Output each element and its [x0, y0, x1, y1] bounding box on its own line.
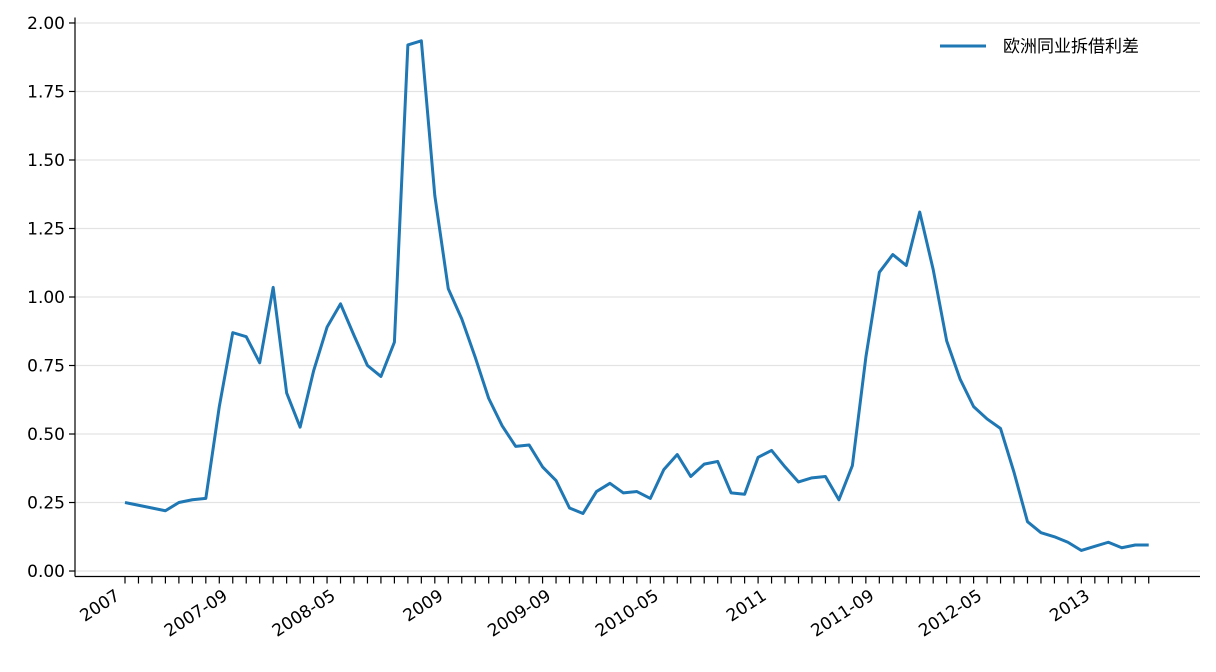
y-tick-label: 0.25 [27, 494, 65, 514]
x-tick-label: 2007-09 [161, 586, 231, 641]
x-tick-label: 2011 [723, 586, 770, 626]
y-tick-label: 0.00 [27, 562, 65, 582]
x-tick-label: 2007 [77, 586, 124, 626]
x-tick-label: 2012-05 [915, 586, 985, 641]
legend-label: 欧洲同业拆借利差 [1003, 37, 1139, 57]
x-tick-label: 2011-09 [808, 586, 878, 641]
y-tick-label: 0.75 [27, 357, 65, 377]
x-tick-label: 2009 [400, 586, 447, 626]
line [124, 39, 1149, 552]
x-tick-label: 2009-09 [484, 586, 554, 641]
y-tick-label: 1.25 [27, 219, 65, 239]
y-tick-label: 0.50 [27, 425, 65, 445]
x-tick-label: 2008-05 [269, 586, 339, 641]
x-tick-label: 2010-05 [592, 586, 662, 641]
y-tick-label: 1.50 [27, 151, 65, 171]
y-tick-label: 2.00 [27, 14, 65, 34]
y-tick-label: 1.00 [27, 288, 65, 308]
y-tick-label: 1.75 [27, 82, 65, 102]
x-tick-label: 2013 [1046, 586, 1093, 626]
